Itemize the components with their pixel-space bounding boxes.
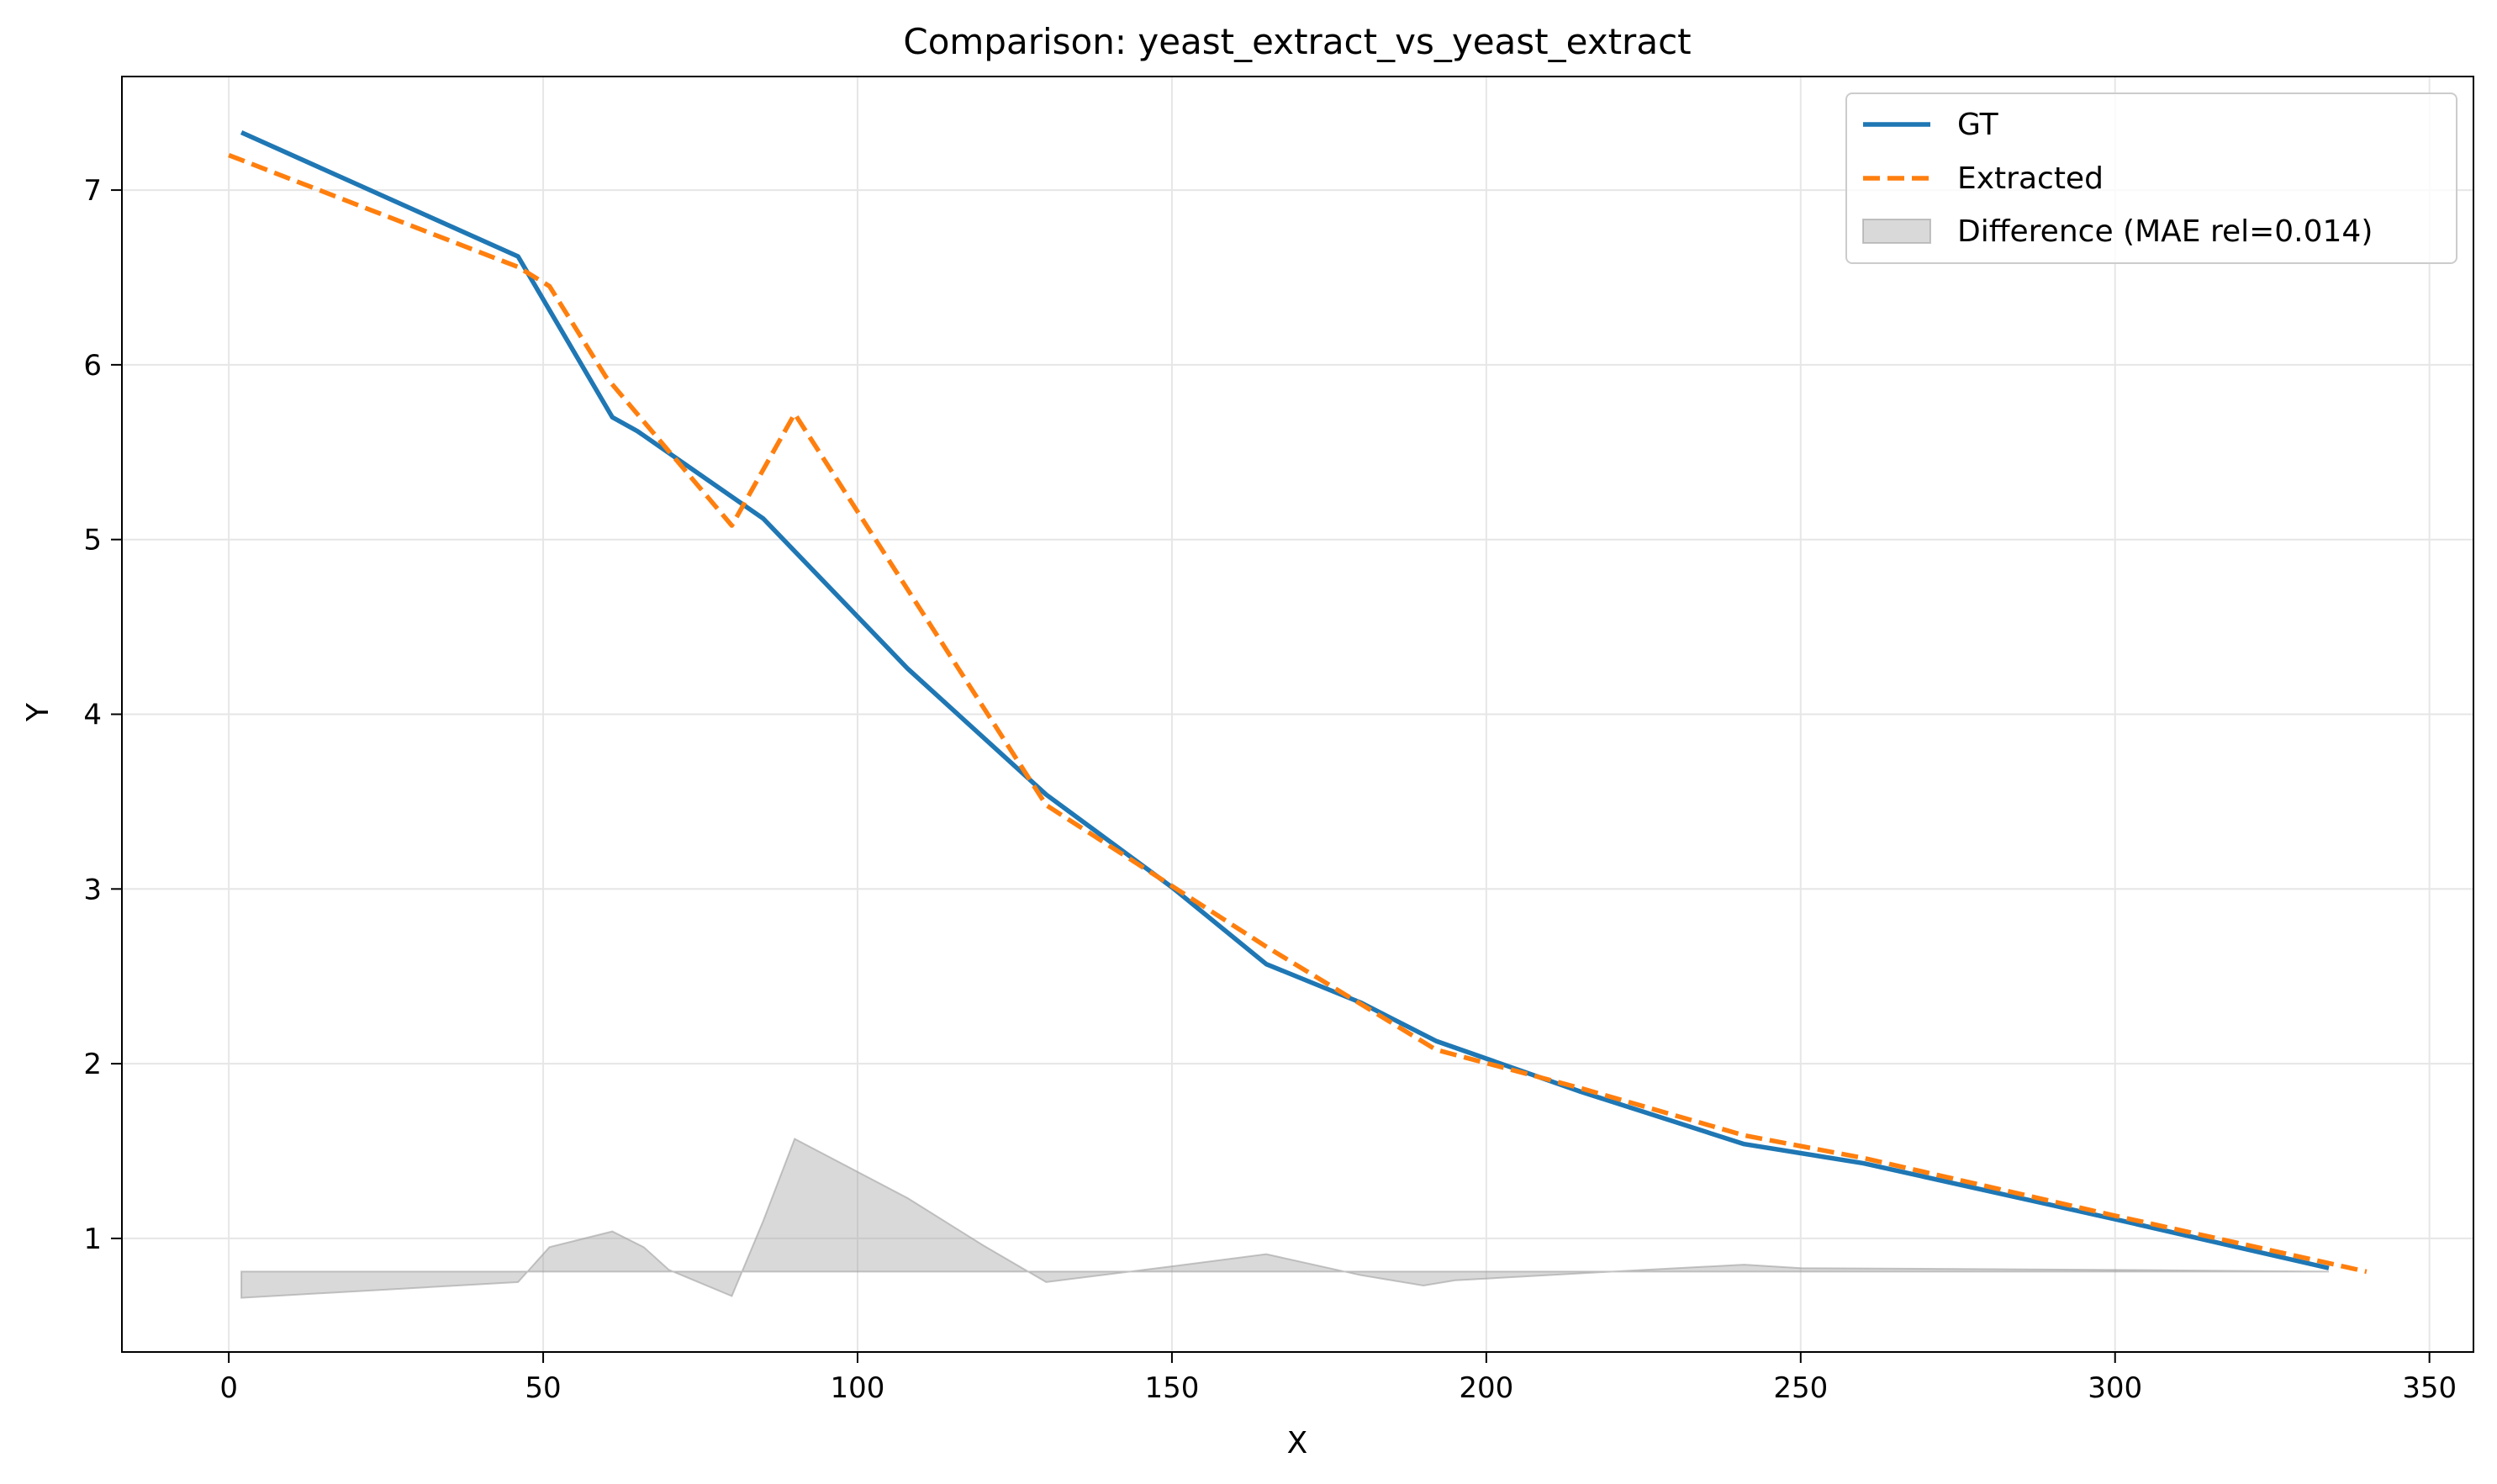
x-axis-ticks: 0 50 100 150 200 250 300 350	[219, 1352, 2457, 1405]
difference-layer	[240, 1138, 2329, 1299]
x-tick-label: 200	[1459, 1371, 1513, 1405]
series-line-gt	[240, 129, 2330, 1270]
y-tick-label: 4	[83, 699, 102, 732]
legend: GT Extracted Difference (MAE rel=0.014)	[1845, 92, 2457, 264]
y-tick-label: 5	[83, 524, 102, 557]
legend-box	[1845, 92, 2457, 264]
y-tick-label: 1	[83, 1223, 102, 1256]
legend-label: Extracted	[1957, 161, 2104, 196]
y-tick-label: 7	[83, 174, 102, 208]
x-tick-label: 0	[219, 1371, 238, 1405]
y-tick-label: 3	[83, 873, 102, 906]
y-axis-ticks: 1 2 3 4 5 6 7	[83, 174, 122, 1256]
y-tick-label: 2	[83, 1048, 102, 1081]
y-axis-label: Y	[21, 702, 55, 722]
x-axis-label: X	[1287, 1426, 1308, 1460]
x-tick-label: 100	[831, 1371, 885, 1405]
legend-swatch-difference	[1862, 219, 1931, 244]
x-tick-label: 300	[2088, 1371, 2142, 1405]
x-tick-label: 50	[525, 1371, 561, 1405]
x-tick-label: 150	[1144, 1371, 1199, 1405]
grid	[122, 77, 2473, 1352]
legend-label: GT	[1957, 108, 1999, 142]
x-tick-label: 350	[2402, 1371, 2457, 1405]
x-tick-label: 250	[1773, 1371, 1828, 1405]
series-line-extracted	[228, 152, 2368, 1275]
y-tick-label: 6	[83, 349, 102, 383]
lines-layer	[228, 129, 2368, 1275]
legend-label: Difference (MAE rel=0.014)	[1957, 214, 2373, 249]
chart-title: Comparison: yeast_extract_vs_yeast_extra…	[903, 21, 1691, 62]
difference-area	[240, 1138, 2329, 1299]
